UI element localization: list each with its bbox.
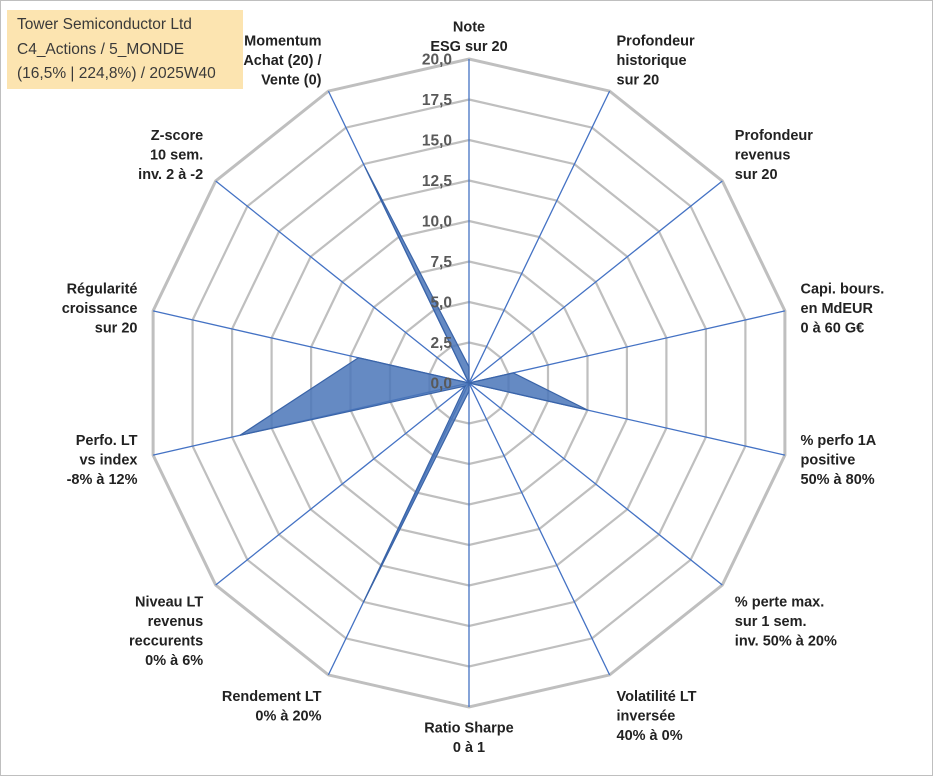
- axis-label-line: 0% à 20%: [255, 709, 321, 725]
- axis-label: Perfo. LT vs index -8% à 12%: [67, 433, 138, 488]
- axis-label-line: Volatilité LT: [617, 689, 697, 705]
- axis-spoke: [215, 382, 470, 586]
- axis-label: % perte max. sur 1 sem. inv. 50% à 20%: [735, 595, 837, 650]
- tick-label: 12,5: [422, 173, 453, 190]
- axis-label: Volatilité LT inversée 40% à 0%: [617, 689, 697, 744]
- series-layer: [239, 166, 588, 603]
- axis-spoke: [468, 310, 786, 384]
- axis-label-line: Ratio Sharpe: [424, 721, 513, 737]
- tick-label: 15,0: [422, 133, 452, 150]
- axis-label: Momentum Achat (20) / Vente (0): [243, 34, 321, 89]
- tick-label: 7,5: [430, 254, 452, 271]
- axis-label: Z-score 10 sem. inv. 2 à -2: [138, 128, 203, 183]
- axis-label-line: 50% à 80%: [801, 472, 875, 488]
- title-company: Tower Semiconductor Ltd: [17, 16, 192, 33]
- axis-label-line: revenus: [735, 147, 791, 163]
- axis-label-line: en MdEUR: [801, 301, 874, 317]
- axis-spoke: [468, 382, 611, 676]
- axis-spoke: [215, 180, 470, 384]
- axis-label-line: sur 1 sem.: [735, 614, 807, 630]
- axis-label: Ratio Sharpe 0 à 1: [424, 721, 513, 757]
- axis-label-line: 40% à 0%: [617, 728, 683, 744]
- title-box: Tower Semiconductor Ltd C4_Actions / 5_M…: [7, 10, 243, 89]
- tick-label: 10,0: [422, 214, 452, 231]
- axis-label-line: Perfo. LT: [76, 433, 138, 449]
- tick-label: 17,5: [422, 92, 453, 109]
- axis-label-line: Note: [453, 20, 485, 36]
- axis-label-line: Profondeur: [617, 34, 695, 50]
- axis-label-line: Profondeur: [735, 128, 813, 144]
- axis-label-line: ESG sur 20: [430, 39, 507, 55]
- axis-label-line: -8% à 12%: [67, 472, 138, 488]
- axis-label-line: 0% à 6%: [145, 653, 203, 669]
- axis-label: Profondeur revenus sur 20: [735, 128, 813, 183]
- axis-spoke: [468, 382, 723, 586]
- axis-label: Profondeur historique sur 20: [617, 34, 695, 89]
- axis-label-line: vs index: [79, 453, 137, 469]
- axis-label-line: sur 20: [95, 321, 138, 337]
- axis-label-line: reccurents: [129, 634, 203, 650]
- axis-label-layer: Note ESG sur 20 Profondeur historique sur 20…: [62, 20, 885, 757]
- axis-label-line: inversée: [617, 709, 676, 725]
- title-stats: (16,5% | 224,8%) / 2025W40: [17, 65, 216, 82]
- tick-label-layer: 0,0 2,5 5,0 7,5 10,0 12,5 15,0 17,5 20,0: [422, 52, 453, 393]
- axis-label-line: historique: [617, 53, 687, 69]
- axis-label-line: 0 à 1: [453, 740, 485, 756]
- title-category: C4_Actions / 5_MONDE: [17, 40, 185, 58]
- tick-label: 0,0: [430, 376, 452, 393]
- axis-label-line: sur 20: [735, 167, 778, 183]
- axis-label-line: 10 sem.: [150, 147, 203, 163]
- axis-label-line: croissance: [62, 301, 138, 317]
- axis-label: Régularité croissance sur 20: [62, 282, 138, 337]
- axis-label: % perfo 1A positive 50% à 80%: [801, 433, 877, 488]
- axis-label-line: revenus: [148, 614, 204, 630]
- axis-label-line: Régularité: [67, 282, 138, 298]
- axis-label-line: positive: [801, 453, 856, 469]
- axis-label-line: inv. 50% à 20%: [735, 634, 837, 650]
- axis-label-line: Vente (0): [261, 73, 322, 89]
- axis-label: Niveau LT revenus reccurents 0% à 6%: [129, 595, 203, 670]
- axis-label-line: Achat (20) /: [243, 53, 321, 69]
- tick-label: 5,0: [430, 295, 452, 312]
- axis-label-line: Z-score: [151, 128, 203, 144]
- axis-spoke: [468, 90, 611, 384]
- axis-label-line: % perte max.: [735, 595, 824, 611]
- axis-label-line: Niveau LT: [135, 595, 203, 611]
- axis-label-line: sur 20: [617, 73, 660, 89]
- axis-label-line: Momentum: [244, 34, 321, 50]
- tick-label: 20,0: [422, 52, 452, 69]
- axis-label-line: Capi. bours.: [801, 282, 885, 298]
- axis-label-line: Rendement LT: [222, 689, 322, 705]
- axis-label-line: % perfo 1A: [801, 433, 877, 449]
- axis-label: Capi. bours. en MdEUR 0 à 60 G€: [801, 282, 885, 337]
- series-area: [239, 166, 588, 603]
- axis-label-line: inv. 2 à -2: [138, 167, 203, 183]
- axis-label: Rendement LT 0% à 20%: [222, 689, 322, 725]
- axis-label-line: 0 à 60 G€: [801, 321, 865, 337]
- tick-label: 2,5: [430, 335, 452, 352]
- axis-label: Note ESG sur 20: [430, 20, 507, 56]
- axis-spoke: [468, 180, 723, 384]
